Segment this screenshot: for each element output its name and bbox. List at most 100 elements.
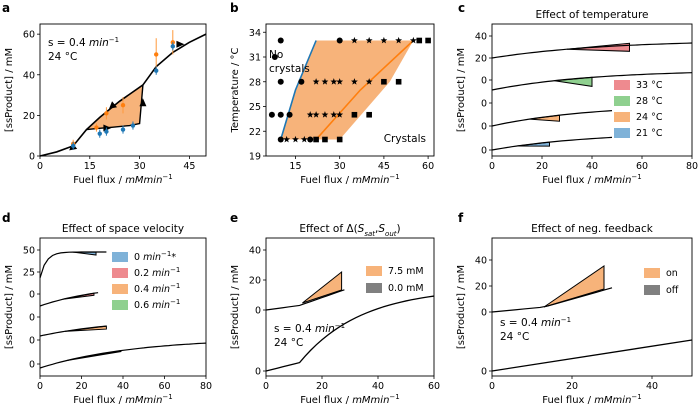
y-tick-label: 0 — [29, 313, 35, 324]
axes-frame-a — [39, 23, 207, 157]
y-tick-label: 28 — [249, 77, 261, 88]
y-tick-label: 34 — [249, 28, 261, 39]
legend-swatch — [366, 283, 382, 293]
marker-star — [365, 78, 373, 85]
annotation-line-2: 24 °C — [48, 51, 77, 63]
marker-star — [312, 111, 320, 118]
panel-label-e: e — [230, 211, 238, 225]
annotation-line-1: s = 0.4 min−1 — [48, 36, 119, 49]
panel-title-e-part: S — [378, 223, 385, 235]
marker-square — [313, 136, 319, 143]
axes-frame-f — [491, 237, 693, 377]
marker-square — [425, 37, 431, 44]
y-tick-label: 22 — [249, 127, 261, 138]
x-axis-label-b-part: mMmin — [352, 175, 389, 186]
y-axis-label-b: Temperature / °C — [230, 47, 241, 133]
x-axis-label-a-part: −1 — [162, 173, 172, 181]
legend-label: 0 min−1* — [134, 250, 176, 263]
response-curve — [491, 42, 693, 59]
annotation-line-1: s = 0.4 min−1 — [274, 322, 345, 335]
annotation-line-1-part: −1 — [335, 322, 345, 330]
data-point-blue — [104, 129, 109, 134]
panel-title-e-part: S — [358, 223, 365, 235]
response-curve — [491, 110, 613, 127]
label-crystals: Crystals — [384, 133, 426, 145]
x-tick-label: 0 — [37, 381, 43, 392]
marker-star — [300, 135, 308, 143]
response-curve-lower — [491, 339, 693, 372]
legend-label: 0.6 min−1 — [134, 298, 180, 311]
legend-label-part: min — [152, 268, 170, 279]
x-tick-label: 45 — [183, 161, 195, 172]
legend-swatch — [644, 268, 660, 278]
response-curve-upper — [491, 287, 613, 313]
label-no: No — [269, 49, 283, 61]
axes-frame-b — [265, 23, 435, 157]
marker-dot — [277, 136, 284, 143]
legend-label-part: min — [143, 252, 161, 263]
panel-title-e-part: sat — [364, 230, 375, 238]
annotation-line-1-part: s = 0.4 — [274, 323, 315, 335]
panel-b: b Fuel flux / mMmin−1 Temperature / °C 15 30… — [230, 1, 435, 186]
x-axis-label-b: Fuel flux / mMmin−1 — [300, 173, 400, 186]
x-axis-label-d: Fuel flux / mMmin−1 — [73, 393, 173, 406]
x-tick-label: 30 — [334, 161, 346, 172]
legend-label: off — [666, 285, 679, 296]
x-axis-label-f-part: −1 — [631, 393, 641, 401]
x-axis-label-f-part: mMmin — [594, 395, 631, 406]
y-axis-label-d: [ssProduct] / mM — [4, 265, 15, 349]
annotation-line-1-part: min — [89, 37, 109, 49]
x-tick-label: 60 — [422, 161, 434, 172]
stable-branch-line — [39, 33, 207, 157]
x-axis-label-a-part: Fuel flux / — [73, 175, 125, 186]
panel-title-d: Effect of space velocity — [62, 223, 184, 235]
y-tick-label: 0 — [29, 152, 35, 163]
marker-dot — [271, 54, 278, 60]
x-tick-label: 20 — [566, 381, 578, 392]
legend-label-part: −1 — [170, 266, 180, 274]
x-tick-label: 80 — [686, 161, 698, 172]
arrow-up — [139, 98, 147, 107]
panel-title-c: Effect of temperature — [535, 9, 648, 21]
y-axis-label-f: [ssProduct] / mM — [456, 265, 467, 349]
data-point-blue — [97, 131, 102, 136]
x-tick-label: 45 — [378, 161, 390, 172]
data-point-orange — [154, 52, 159, 57]
y-tick-label: 0 — [29, 360, 35, 371]
marker-star — [409, 36, 417, 44]
x-tick-label: 40 — [586, 161, 598, 172]
legend-label: 0.4 min−1 — [134, 282, 180, 295]
x-axis-label-c: Fuel flux / mMmin−1 — [542, 173, 642, 186]
legend-label: 24 °C — [636, 112, 663, 123]
y-tick-label: 40 — [475, 256, 487, 267]
marker-star — [336, 78, 344, 85]
y-tick-label: 40 — [249, 246, 261, 257]
x-axis-label-f-part: Fuel flux / — [542, 395, 594, 406]
panel-c: c Fuel flux / mMmin−1 [ssProduct] / mM 0 20 4… — [456, 1, 698, 186]
annotation-line-1: s = 0.4 min−1 — [500, 316, 571, 329]
legend-swatch — [112, 300, 128, 310]
legend-label: 0.2 min−1 — [134, 266, 180, 279]
legend-label-part: min — [152, 300, 170, 311]
y-tick-label: 31 — [249, 53, 261, 64]
marker-star — [351, 36, 358, 44]
legend-label-part: min — [152, 284, 170, 295]
x-axis-label-b-part: Fuel flux / — [300, 175, 352, 186]
x-axis-label-a: Fuel flux / mMmin−1 — [73, 173, 173, 186]
y-tick-label: 0 — [481, 99, 487, 110]
legend-label-part: −1 — [170, 282, 180, 290]
panel-title-e-part: ) — [397, 223, 401, 235]
legend-label: 33 °C — [636, 80, 663, 91]
annotation-line-2: 24 °C — [274, 337, 303, 349]
marker-star — [380, 36, 388, 44]
y-axis-label-e: [ssProduct] / mM — [230, 265, 241, 349]
marker-star — [312, 78, 320, 85]
arrow-down — [109, 101, 118, 109]
x-tick-label: 0 — [489, 161, 495, 172]
x-tick-label: 40 — [117, 381, 129, 392]
x-tick-label: 0 — [489, 381, 495, 392]
x-axis-label-d-part: −1 — [162, 393, 172, 401]
panel-title-f: Effect of neg. feedback — [531, 223, 654, 235]
